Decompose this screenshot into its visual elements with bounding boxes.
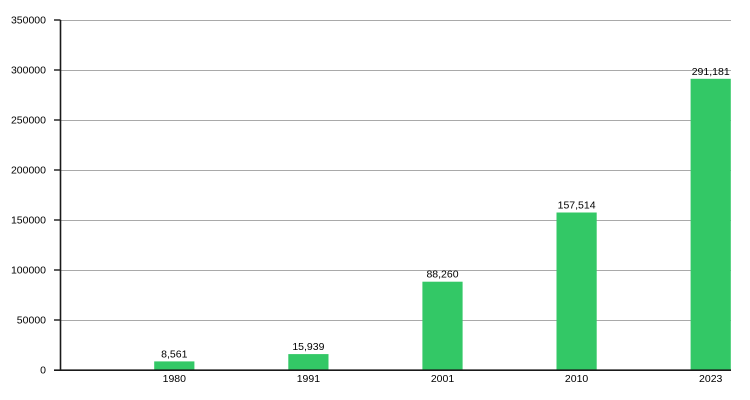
svg-text:0: 0 [40, 365, 46, 377]
svg-text:15,939: 15,939 [292, 341, 324, 353]
svg-text:2001: 2001 [431, 373, 455, 385]
svg-text:1980: 1980 [163, 373, 187, 385]
svg-text:8,561: 8,561 [161, 348, 187, 360]
svg-text:2010: 2010 [565, 373, 589, 385]
svg-text:300000: 300000 [11, 65, 46, 77]
svg-text:100000: 100000 [11, 265, 46, 277]
svg-text:157,514: 157,514 [558, 200, 596, 212]
svg-text:1991: 1991 [297, 373, 321, 385]
svg-text:250000: 250000 [11, 115, 46, 127]
svg-text:150000: 150000 [11, 215, 46, 227]
svg-text:2023: 2023 [699, 373, 723, 385]
svg-text:291,181: 291,181 [692, 66, 730, 78]
svg-text:350000: 350000 [11, 15, 46, 27]
svg-text:88,260: 88,260 [426, 269, 458, 281]
svg-text:200000: 200000 [11, 165, 46, 177]
svg-text:50000: 50000 [17, 315, 46, 327]
